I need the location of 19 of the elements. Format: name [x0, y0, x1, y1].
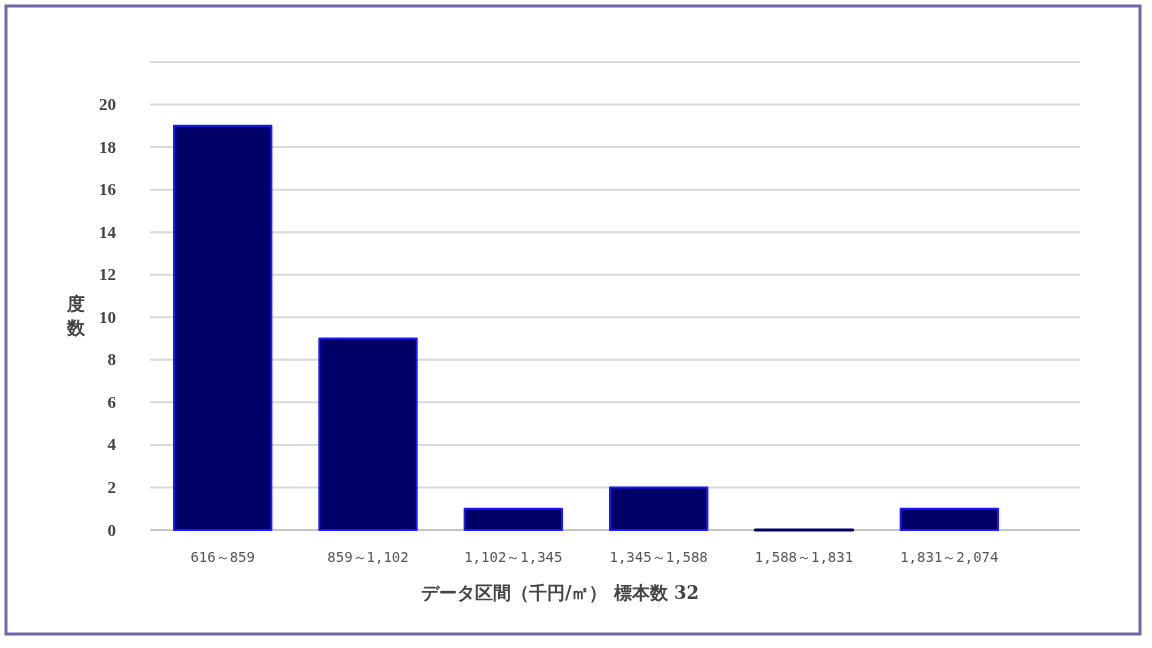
x-tick-label: 1,102～1,345 [464, 549, 563, 565]
y-tick-label: 12 [99, 265, 116, 285]
y-tick-label: 2 [107, 477, 116, 497]
y-tick-label: 14 [99, 222, 117, 242]
y-tick-label: 18 [99, 137, 116, 157]
y-tick-label: 20 [99, 95, 116, 115]
x-tick-label: 1,588～1,831 [754, 549, 854, 565]
x-tick-label: 1,831～2,074 [900, 549, 999, 565]
y-tick-label: 0 [107, 520, 116, 540]
y-tick-label: 6 [107, 392, 116, 412]
x-tick-label: 859～1,102 [327, 549, 409, 565]
x-tick-label: 616～859 [190, 549, 255, 565]
x-axis-title: データ区間（千円/㎡） 標本数 32 [420, 581, 700, 603]
y-tick-label: 4 [107, 435, 117, 455]
y-tick-label: 16 [99, 180, 116, 200]
y-axis-title: 度数 [66, 293, 86, 338]
y-tick-label: 8 [107, 350, 116, 370]
y-tick-label: 10 [99, 307, 116, 327]
x-tick-label: 1,345～1,588 [609, 549, 708, 565]
